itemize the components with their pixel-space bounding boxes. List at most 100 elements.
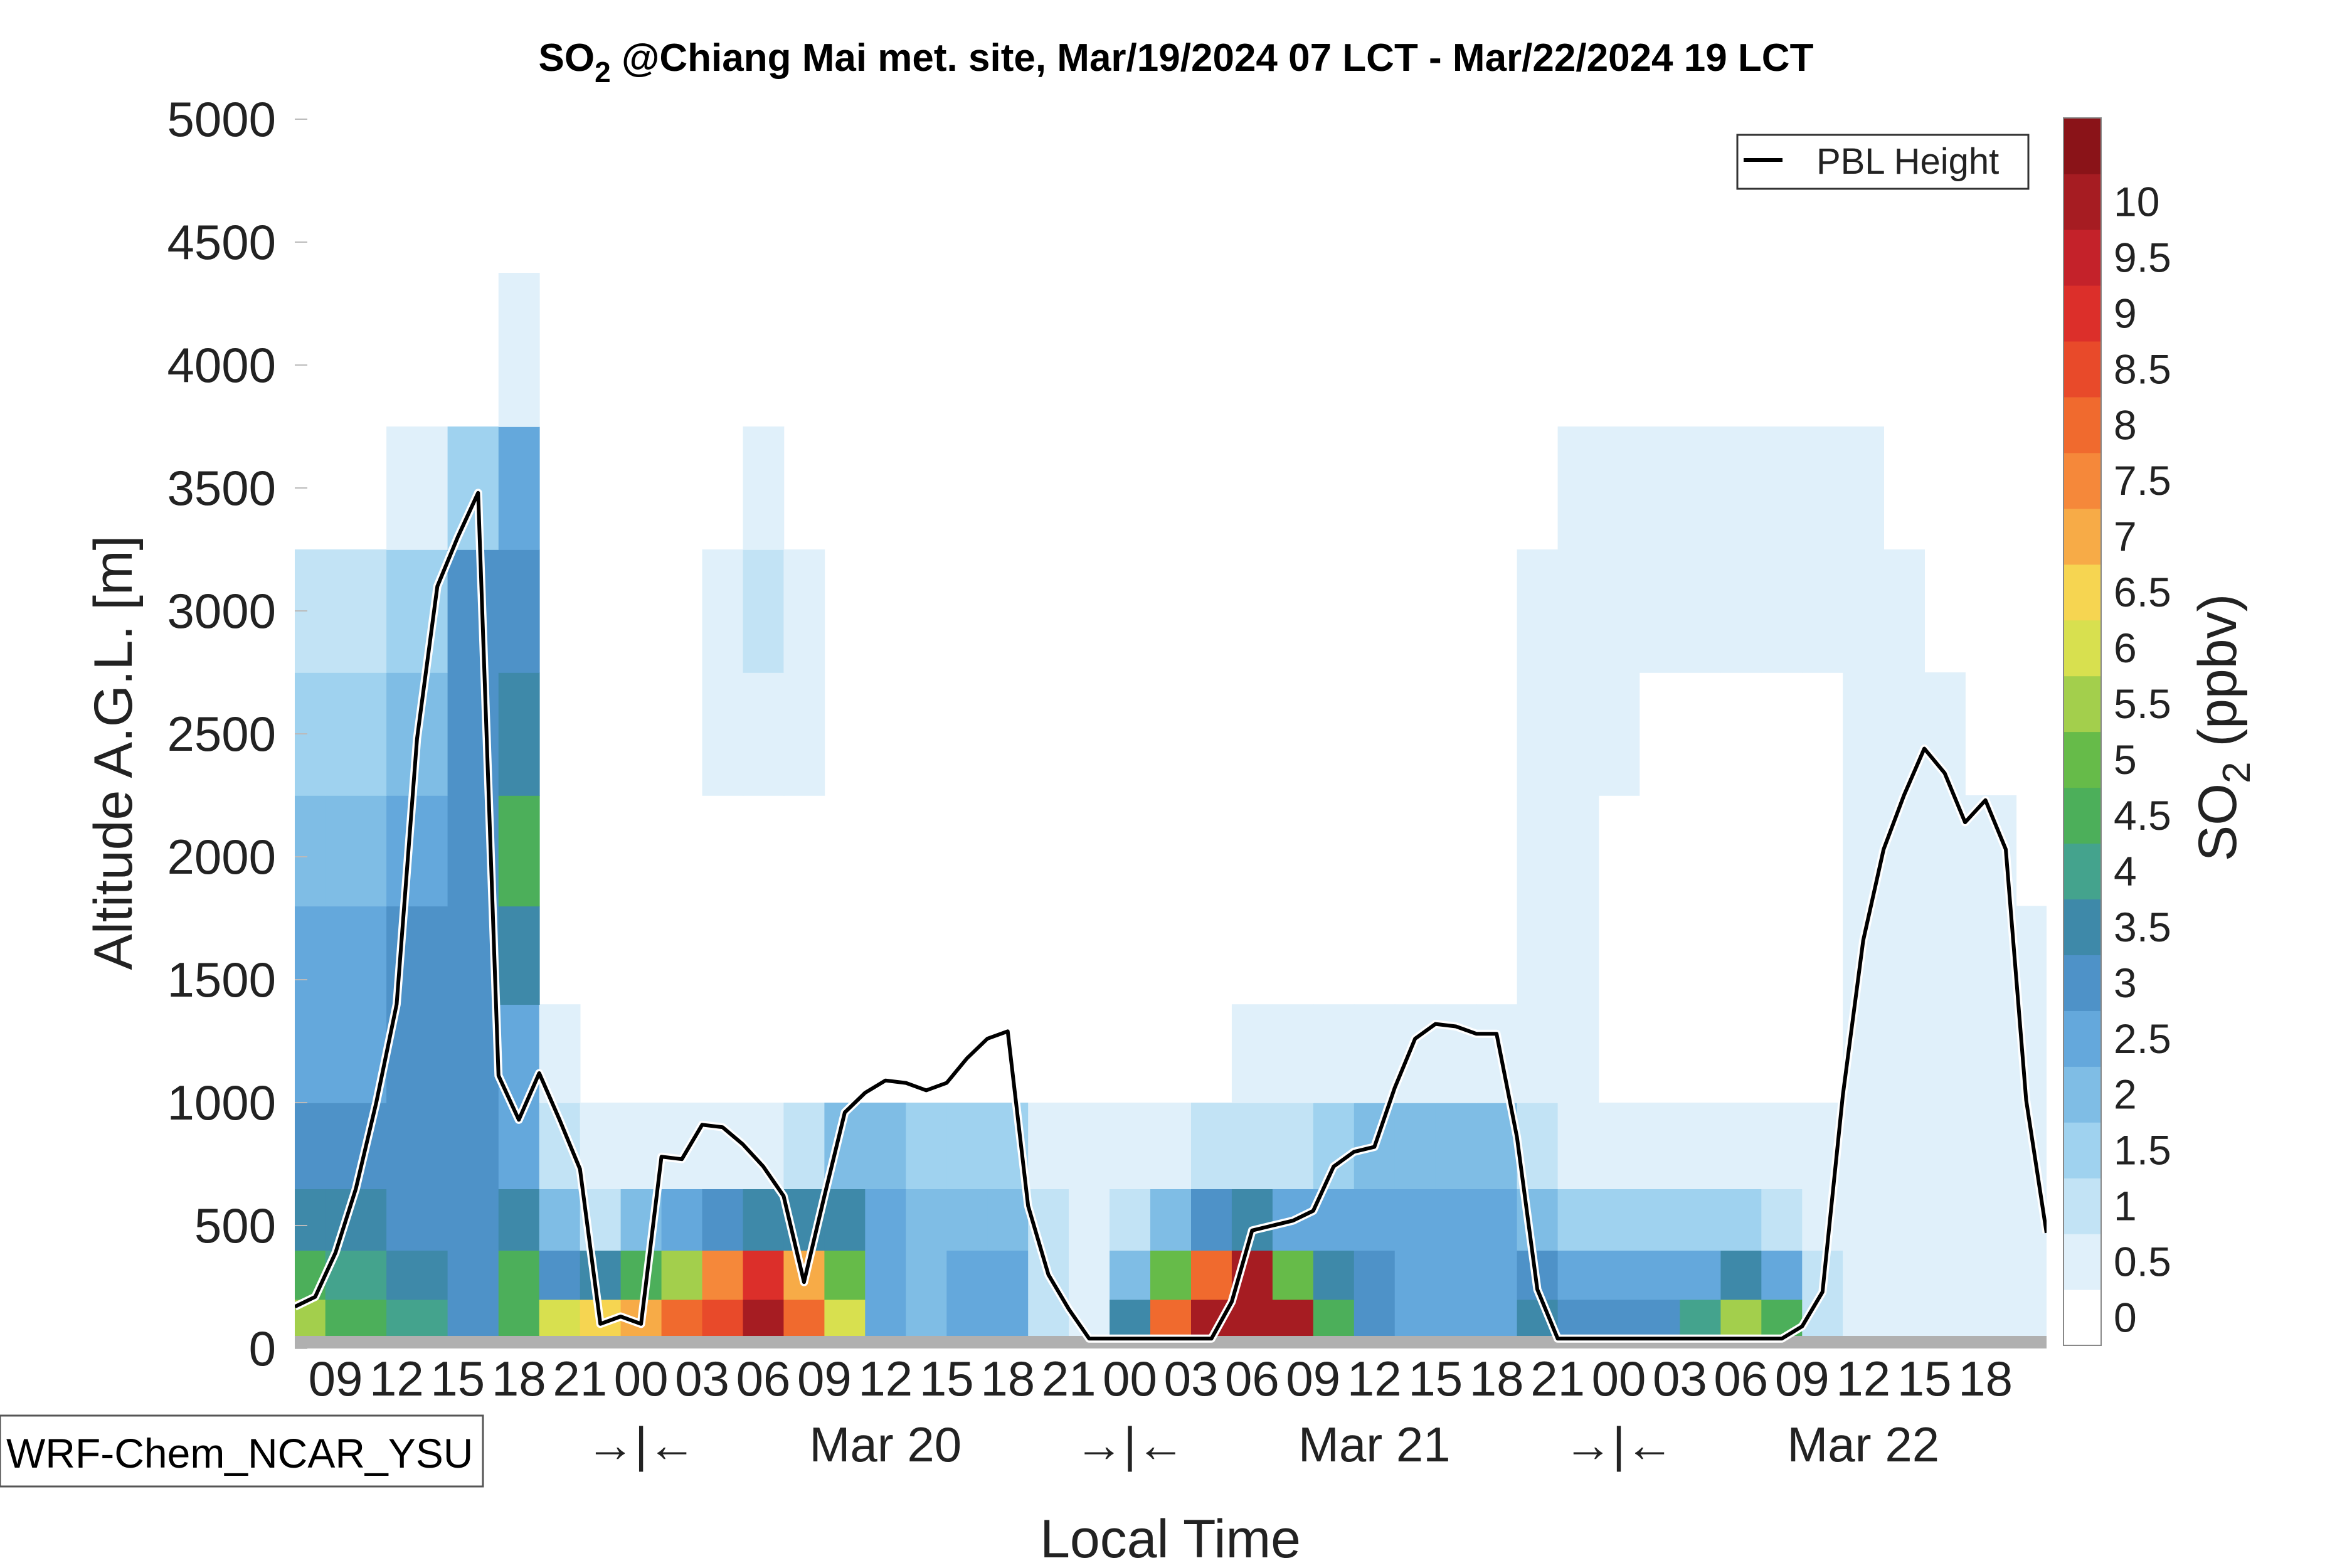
x-tick-label: 15 — [919, 1351, 974, 1406]
so2-concentration-heatmap — [295, 273, 2047, 1348]
heatmap-cell — [906, 1250, 948, 1300]
heatmap-cell — [661, 1250, 703, 1300]
heatmap-cell — [702, 549, 744, 673]
heatmap-cell — [386, 1103, 448, 1189]
colorbar-swatch — [2063, 1290, 2101, 1346]
colorbar-tick-label: 0 — [2114, 1295, 2137, 1341]
heatmap-cell — [1231, 1004, 1273, 1103]
heatmap-cell — [702, 1103, 744, 1189]
y-tick-label: 500 — [194, 1198, 276, 1253]
x-axis-label: Local Time — [1040, 1509, 1301, 1568]
heatmap-cell — [1069, 1189, 1110, 1251]
x-tick-label: 00 — [1103, 1351, 1157, 1406]
heatmap-cell — [1680, 1189, 1722, 1251]
colorbar-swatch — [2063, 1010, 2101, 1067]
heatmap-cell — [865, 1103, 907, 1189]
heatmap-cell — [580, 1250, 622, 1300]
heatmap-cell — [580, 1103, 622, 1189]
y-tick-label: 4000 — [167, 337, 276, 393]
heatmap-cell — [1394, 1004, 1436, 1103]
y-tick-label: 0 — [249, 1321, 276, 1376]
colorbar-swatch — [2063, 955, 2101, 1011]
x-axis: 09 12 15 18 21 00 03 06 09 12 15 18 21 00 03 06 09 12 15 18… — [309, 1351, 2013, 1472]
heatmap-cell — [1761, 1250, 1803, 1300]
heatmap-cell — [1353, 1004, 1396, 1103]
heatmap-cell — [1680, 549, 1722, 673]
heatmap-cell — [1069, 1250, 1110, 1300]
colorbar-swatch — [2063, 899, 2101, 955]
heatmap-cell — [1761, 1103, 1803, 1189]
heatmap-cell — [1924, 1250, 1966, 1300]
colorbar-swatch — [2063, 675, 2101, 733]
colorbar-tick-label: 4.5 — [2114, 792, 2171, 839]
heatmap-cell — [498, 672, 540, 796]
heatmap-cell — [946, 1189, 988, 1251]
heatmap-cell — [1883, 906, 1925, 1005]
heatmap-cell — [1353, 1189, 1396, 1251]
pbl-height-series — [295, 489, 2047, 1343]
heatmap-cell — [325, 906, 387, 1005]
heatmap-cell — [1110, 1189, 1151, 1251]
heatmap-cell — [1557, 426, 1599, 550]
heatmap-cell — [1802, 1189, 1844, 1251]
heatmap-cell — [1557, 1004, 1599, 1103]
heatmap-cell — [743, 1250, 785, 1300]
y-tick-label: 5000 — [167, 92, 276, 147]
heatmap-cell — [946, 1103, 988, 1189]
colorbar-tick-label: 3.5 — [2114, 904, 2171, 950]
x-tick-label: 18 — [980, 1351, 1035, 1406]
heatmap-cell — [295, 1004, 326, 1103]
y-tick-label: 1500 — [167, 952, 276, 1007]
heatmap-cell — [1394, 1250, 1436, 1300]
colorbar-swatch — [2063, 174, 2101, 230]
colorbar-frame — [2063, 117, 2102, 1346]
colorbar-tick-label: 0.5 — [2114, 1239, 2171, 1285]
heatmap-cell — [1394, 1103, 1436, 1189]
heatmap-cell — [1313, 1004, 1355, 1103]
heatmap-cell — [1598, 1103, 1640, 1189]
heatmap-cell — [1272, 1103, 1314, 1189]
heatmap-cell — [498, 273, 540, 427]
x-day-label: →|← — [1074, 1417, 1185, 1472]
heatmap-cell — [906, 1189, 948, 1251]
heatmap-cell — [783, 549, 825, 673]
colorbar-tick-label: 9 — [2114, 290, 2137, 336]
heatmap-cell — [447, 1103, 499, 1189]
heatmap-cell — [1924, 906, 1966, 1005]
x-day-label: Mar 22 — [1787, 1417, 1939, 1472]
heatmap-cell — [1761, 1189, 1803, 1251]
heatmap-cell — [1069, 1103, 1110, 1189]
heatmap-cell — [1476, 1250, 1518, 1300]
heatmap-cell — [1313, 1250, 1355, 1300]
colorbar-tick-label: 10 — [2114, 178, 2159, 225]
x-day-label: →|← — [586, 1417, 696, 1472]
heatmap-cell — [1476, 1189, 1518, 1251]
heatmap-cell — [1517, 795, 1559, 907]
y-axis: 0 500 1000 1500 2000 2500 3000 3500 4000 4500 5000 — [167, 92, 307, 1376]
x-tick-label: 06 — [1225, 1351, 1279, 1406]
heatmap-cell — [447, 549, 499, 673]
heatmap-cell — [1720, 1189, 1762, 1251]
heatmap-cell — [1720, 549, 1762, 673]
colorbar: 0 0.5 1 1.5 2 2.5 3 3.5 4 4.5 5 5.5 6 6.5 7 7.5 8 8.5 9 9.5… — [2063, 117, 2171, 1346]
heatmap-cell — [1191, 1250, 1232, 1300]
heatmap-cell — [1150, 1189, 1192, 1251]
heatmap-cell — [1843, 1250, 1884, 1300]
x-tick-label: 21 — [1042, 1351, 1096, 1406]
x-tick-label: 18 — [1470, 1351, 1524, 1406]
heatmap-cell — [1191, 1189, 1232, 1251]
heatmap-cell — [1517, 906, 1559, 1005]
legend-label: PBL Height — [1816, 141, 1999, 182]
heatmap-cell — [1883, 672, 1925, 796]
x-tick-label: 18 — [1958, 1351, 2013, 1406]
heatmap-cell — [1598, 426, 1640, 550]
x-tick-label: 09 — [309, 1351, 363, 1406]
heatmap-cell — [498, 1250, 540, 1300]
chart-title: SO2 @Chiang Mai met. site, Mar/19/2024 0… — [539, 36, 1814, 88]
x-day-label: →|← — [1564, 1417, 1674, 1472]
colorbar-swatch — [2063, 396, 2101, 453]
heatmap-cell — [1313, 1103, 1355, 1189]
x-tick-label: 15 — [1897, 1351, 1952, 1406]
heatmap-cell — [1883, 795, 1925, 907]
